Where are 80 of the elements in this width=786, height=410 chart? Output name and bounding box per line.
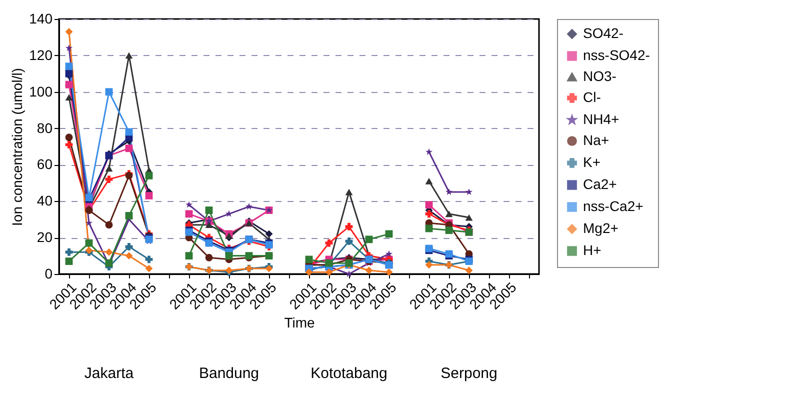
point [205,222,213,228]
point [205,206,213,214]
point [265,230,273,238]
point [105,221,113,229]
point [185,210,193,218]
point [385,230,393,238]
legend-label: Mg2+ [583,220,618,236]
y-tick-label: 20 [36,229,53,246]
point [245,202,253,210]
point [225,252,233,260]
point [105,165,113,172]
point [345,238,353,245]
point [105,88,113,96]
y-tick-label: 80 [36,120,53,136]
legend-label: H+ [583,242,602,258]
y-axis-title: Ion concentration (umol/l) [9,68,26,226]
point [125,242,133,250]
text: Serpong [440,365,498,382]
legend-label: K+ [583,154,601,170]
point [205,254,213,262]
point [305,256,313,264]
point [325,268,333,276]
point [465,266,473,274]
point [385,250,393,257]
point [145,172,153,180]
point [425,261,433,269]
legend-label: SO42- [583,25,624,41]
y-tick-label: 120 [29,46,53,63]
point [425,201,433,208]
legend-label: NO3- [583,68,617,84]
y-tick-label: 0 [44,266,53,282]
point [225,232,233,239]
text: Kototabang [310,365,388,382]
point [65,248,73,256]
point [125,128,133,136]
x-axis-title: Time [284,314,316,330]
legend-label: Cl- [583,89,602,105]
point [385,268,393,276]
legend-label: Na+ [583,132,610,148]
point [65,62,73,70]
point [425,210,433,218]
point [345,188,353,196]
point [325,239,333,247]
point [465,188,473,196]
y-tick-label: 40 [36,192,53,209]
legend-label: nss-Ca2+ [583,198,644,214]
point [185,201,193,208]
point [145,192,153,200]
point [465,214,473,221]
point [105,248,113,256]
point [425,178,433,184]
point [145,256,153,264]
point [65,80,73,88]
point [85,219,93,226]
point [445,226,453,234]
point [65,134,73,142]
text: Jakarta [84,365,134,382]
point [105,176,113,183]
point [445,188,453,196]
point [365,266,373,274]
point [65,258,73,265]
point [425,148,433,155]
point [65,94,73,101]
text: Bandung [198,365,260,382]
point [125,144,133,152]
point [125,212,133,220]
legend-label: nss-SO42- [583,47,650,63]
point [365,236,373,244]
y-tick-label: 60 [36,156,53,172]
point [125,52,133,59]
point [65,140,73,148]
point [145,264,153,272]
legend-label: NH4+ [583,111,620,127]
legend-label: Ca2+ [583,176,617,192]
point [445,210,453,218]
point [65,44,73,52]
y-tick-label: 140 [29,10,53,26]
point [185,252,193,260]
point [345,222,353,230]
y-tick-label: 100 [29,83,53,100]
